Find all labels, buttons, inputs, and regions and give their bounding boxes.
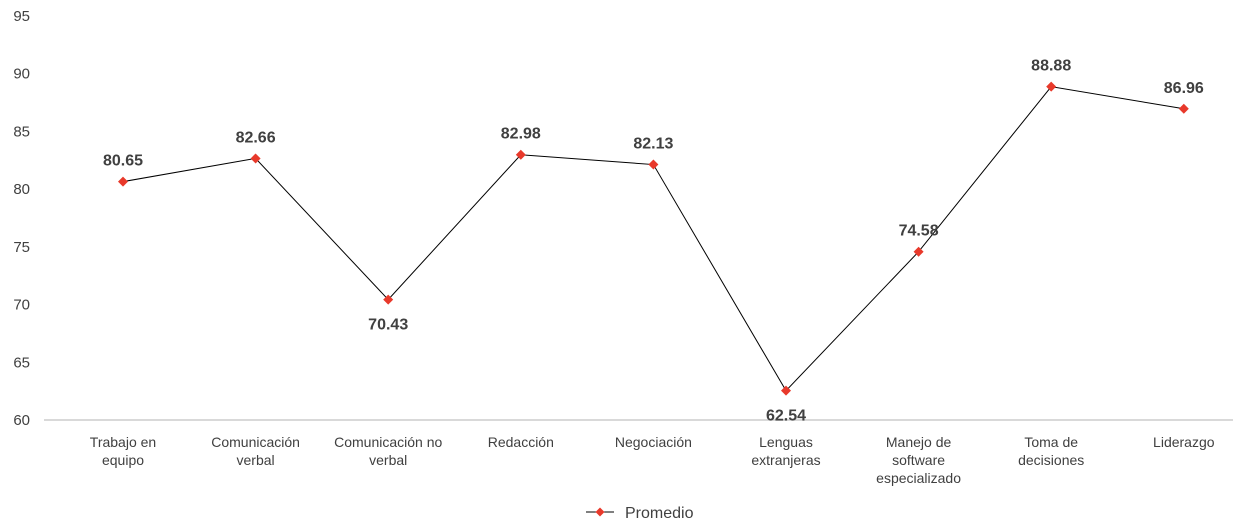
x-tick-label-line: Comunicación no	[334, 434, 442, 450]
y-tick-label: 65	[13, 354, 30, 371]
data-label: 82.66	[236, 129, 276, 146]
data-point-marker	[913, 246, 924, 257]
data-point-marker	[648, 159, 659, 170]
data-label: 88.88	[1031, 58, 1071, 75]
data-label: 86.96	[1164, 80, 1204, 97]
x-tick-label-line: Lenguas	[759, 434, 813, 450]
x-tick-label: Manejo de software especializado	[876, 434, 961, 486]
x-tick-label-line: extranjeras	[751, 452, 820, 468]
series-line-promedio	[122, 86, 1184, 392]
y-tick-label: 60	[13, 412, 30, 429]
x-tick-label: Lenguas extranjeras	[751, 434, 820, 468]
data-point-marker	[515, 149, 526, 160]
legend-label: Promedio	[625, 505, 694, 522]
x-tick-label: Trabajo en equipo	[90, 434, 156, 468]
x-tick-label-line: decisiones	[1018, 452, 1084, 468]
y-tick-label: 85	[13, 123, 30, 140]
x-tick-label-line: verbal	[369, 452, 407, 468]
data-point-marker	[1178, 103, 1189, 114]
data-labels: 80.65 82.66 70.43 82.98 82.13 62.54 74.58 88.88…	[103, 58, 1204, 425]
y-tick-label: 70	[13, 297, 30, 314]
x-tick-label-line: Manejo de	[886, 434, 952, 450]
x-tick-label: Comunicación no verbal	[334, 434, 442, 468]
x-tick-label: Liderazgo	[1153, 434, 1215, 450]
x-tick-label: Comunicación verbal	[211, 434, 300, 468]
data-label: 82.13	[633, 136, 673, 153]
data-label: 74.58	[899, 223, 939, 240]
data-point-marker	[250, 153, 261, 164]
data-label: 62.54	[766, 408, 806, 425]
data-point-marker	[781, 385, 791, 396]
x-tick-label-line: Negociación	[615, 434, 692, 450]
y-tick-label: 80	[13, 181, 30, 198]
x-tick-label: Toma de decisiones	[1018, 434, 1084, 468]
y-tick-label: 90	[13, 66, 30, 83]
x-tick-label-line: especializado	[876, 470, 961, 486]
y-tick-label: 75	[13, 239, 30, 256]
data-point-marker	[1046, 81, 1057, 92]
data-point-marker	[383, 294, 394, 305]
x-tick-label-line: Comunicación	[211, 434, 300, 450]
x-tick-label-line: Toma de	[1024, 434, 1078, 450]
data-label: 80.65	[103, 153, 143, 170]
legend-marker-swatch	[595, 507, 605, 517]
series-markers	[118, 81, 1189, 396]
x-tick-label: Redacción	[488, 434, 554, 450]
x-tick-label-line: Liderazgo	[1153, 434, 1215, 450]
x-tick-label: Negociación	[615, 434, 692, 450]
y-axis: 60 65 70 75 80 85 90 95	[13, 8, 30, 429]
x-tick-label-line: verbal	[237, 452, 275, 468]
data-point-marker	[118, 176, 128, 187]
data-label: 82.98	[501, 126, 541, 143]
data-label: 70.43	[368, 317, 408, 334]
y-tick-label: 95	[13, 8, 30, 25]
x-tick-label-line: software	[892, 452, 945, 468]
x-tick-label-line: equipo	[102, 452, 144, 468]
x-tick-label-line: Trabajo en	[90, 434, 156, 450]
legend: Promedio	[586, 505, 694, 522]
x-tick-label-line: Redacción	[488, 434, 554, 450]
